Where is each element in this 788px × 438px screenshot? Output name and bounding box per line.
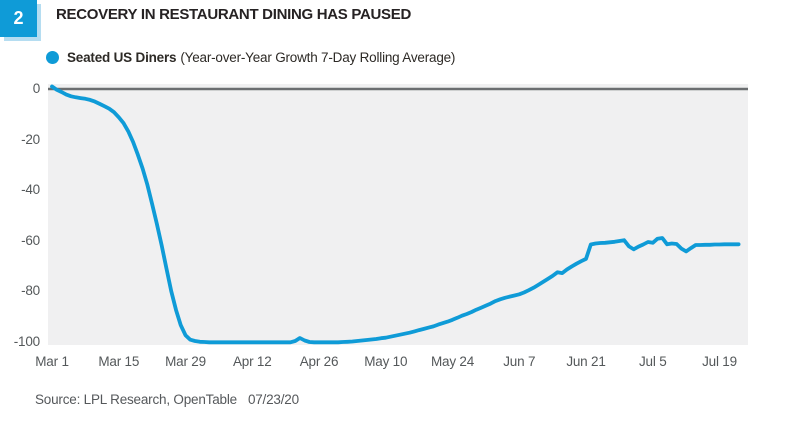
legend: Seated US Diners (Year-over-Year Growth …	[46, 50, 455, 65]
y-tick-label: -80	[21, 283, 40, 298]
y-tick-label: 0	[32, 81, 41, 96]
x-tick-label: Mar 15	[98, 354, 140, 369]
y-tick-label: -60	[21, 232, 40, 248]
y-tick-label: -20	[21, 131, 40, 147]
x-tick-label: May 24	[430, 354, 475, 369]
series-line-seated-us-diners	[50, 84, 741, 345]
x-tick-label: Jul 19	[702, 354, 737, 369]
legend-series-label: Seated US Diners	[67, 50, 177, 65]
x-tick-label: Jun 21	[566, 354, 606, 369]
x-tick-label: Mar 1	[35, 354, 69, 369]
source-text: Source: LPL Research, OpenTable	[35, 392, 237, 407]
x-tick-label: Jul 5	[638, 354, 667, 369]
x-tick-label: Mar 29	[165, 354, 206, 369]
figure-number-badge: 2	[0, 0, 37, 37]
source-date: 07/23/20	[247, 392, 299, 407]
y-tick-label: -100	[13, 333, 40, 349]
x-tick-label: Jun 7	[503, 354, 536, 369]
plot-area	[48, 84, 748, 345]
chart-title: RECOVERY IN RESTAURANT DINING HAS PAUSED	[56, 6, 411, 23]
y-tick-label: -40	[21, 182, 40, 197]
x-tick-label: May 10	[364, 354, 408, 369]
source-note: Source: LPL Research, OpenTable 07/23/20	[35, 391, 299, 409]
seated-diners-line-chart	[48, 84, 748, 345]
x-tick-label: Apr 26	[299, 354, 339, 369]
legend-series-sublabel: (Year-over-Year Growth 7-Day Rolling Ave…	[180, 50, 456, 65]
legend-marker-icon	[46, 51, 59, 64]
x-tick-label: Apr 12	[232, 354, 272, 369]
